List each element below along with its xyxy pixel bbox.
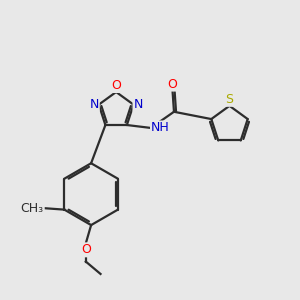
Text: N: N [89, 98, 99, 111]
Text: N: N [134, 98, 143, 111]
Text: O: O [111, 79, 121, 92]
Text: NH: NH [151, 122, 170, 134]
Text: O: O [81, 243, 91, 256]
Text: CH₃: CH₃ [21, 202, 44, 215]
Text: S: S [226, 93, 233, 106]
Text: O: O [168, 78, 177, 91]
